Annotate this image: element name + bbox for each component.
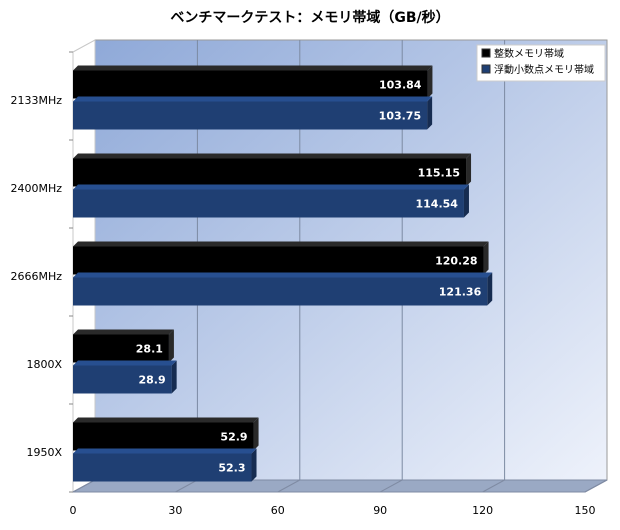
bar-top (73, 153, 472, 159)
bar-integer (73, 70, 428, 99)
legend-box (476, 44, 606, 82)
bar-side (253, 417, 259, 451)
bar-top (73, 184, 469, 190)
bar-integer (73, 422, 254, 451)
bar-side (466, 153, 472, 187)
bar-integer (73, 334, 169, 363)
bar-value-label: 28.1 (136, 343, 163, 356)
bar-float (73, 101, 428, 130)
bar-integer (73, 158, 467, 187)
floor-gridline (482, 479, 505, 493)
bar-value-label: 103.75 (379, 110, 421, 123)
x-tick-label: 120 (472, 504, 493, 517)
x-tick-label: 0 (70, 504, 77, 517)
bar-side (168, 329, 174, 363)
bar-value-label: 121.36 (439, 286, 482, 299)
bar-side (483, 241, 489, 275)
bar-value-label: 120.28 (435, 255, 477, 268)
floor-gridline (72, 479, 96, 493)
bar-value-label: 114.54 (416, 198, 459, 211)
bar-top (73, 272, 493, 278)
bar-float (73, 453, 252, 482)
category-label: 1800X (26, 358, 62, 371)
bar-value-label: 52.3 (218, 462, 245, 475)
bar-side (171, 360, 177, 394)
bar-float (73, 189, 464, 218)
bar-float (73, 365, 172, 394)
category-label: 2666MHz (10, 270, 62, 283)
x-tick-label: 150 (575, 504, 596, 517)
bar-side (463, 184, 469, 218)
legend-swatch (481, 64, 491, 74)
bar-top (73, 329, 174, 335)
floor-gridline (584, 479, 608, 493)
bar-value-label: 103.84 (379, 79, 422, 92)
x-tick-label: 60 (271, 504, 285, 517)
bar-side (251, 448, 257, 482)
category-label: 2400MHz (10, 182, 62, 195)
bar-side (427, 65, 433, 99)
legend-label: 浮動小数点メモリ帯域 (494, 63, 594, 76)
bar-top (73, 448, 257, 454)
bar-top (73, 65, 433, 71)
bar-float (73, 277, 488, 306)
category-label: 2133MHz (10, 94, 62, 107)
bar-side (487, 272, 493, 306)
x-tick-label: 90 (373, 504, 387, 517)
bar-value-label: 115.15 (418, 167, 460, 180)
floor-gridline (277, 479, 301, 493)
floor-gridline (379, 479, 403, 493)
bar-top (73, 241, 489, 247)
bar-top (73, 360, 177, 366)
plot-floor (72, 479, 608, 493)
bar-top (73, 417, 259, 423)
x-tick-label: 30 (168, 504, 182, 517)
legend-label: 整数メモリ帯域 (494, 47, 564, 60)
floor-gridline (175, 479, 198, 493)
legend-swatch (481, 48, 491, 58)
bar-value-label: 52.9 (220, 431, 247, 444)
bar-integer (73, 246, 484, 275)
category-label: 1950X (26, 446, 62, 459)
bar-top (73, 96, 433, 102)
chart-title: ベンチマークテスト：メモリ帯域（GB/秒） (170, 9, 449, 26)
bar-value-label: 28.9 (139, 374, 166, 387)
bar-side (427, 96, 433, 130)
